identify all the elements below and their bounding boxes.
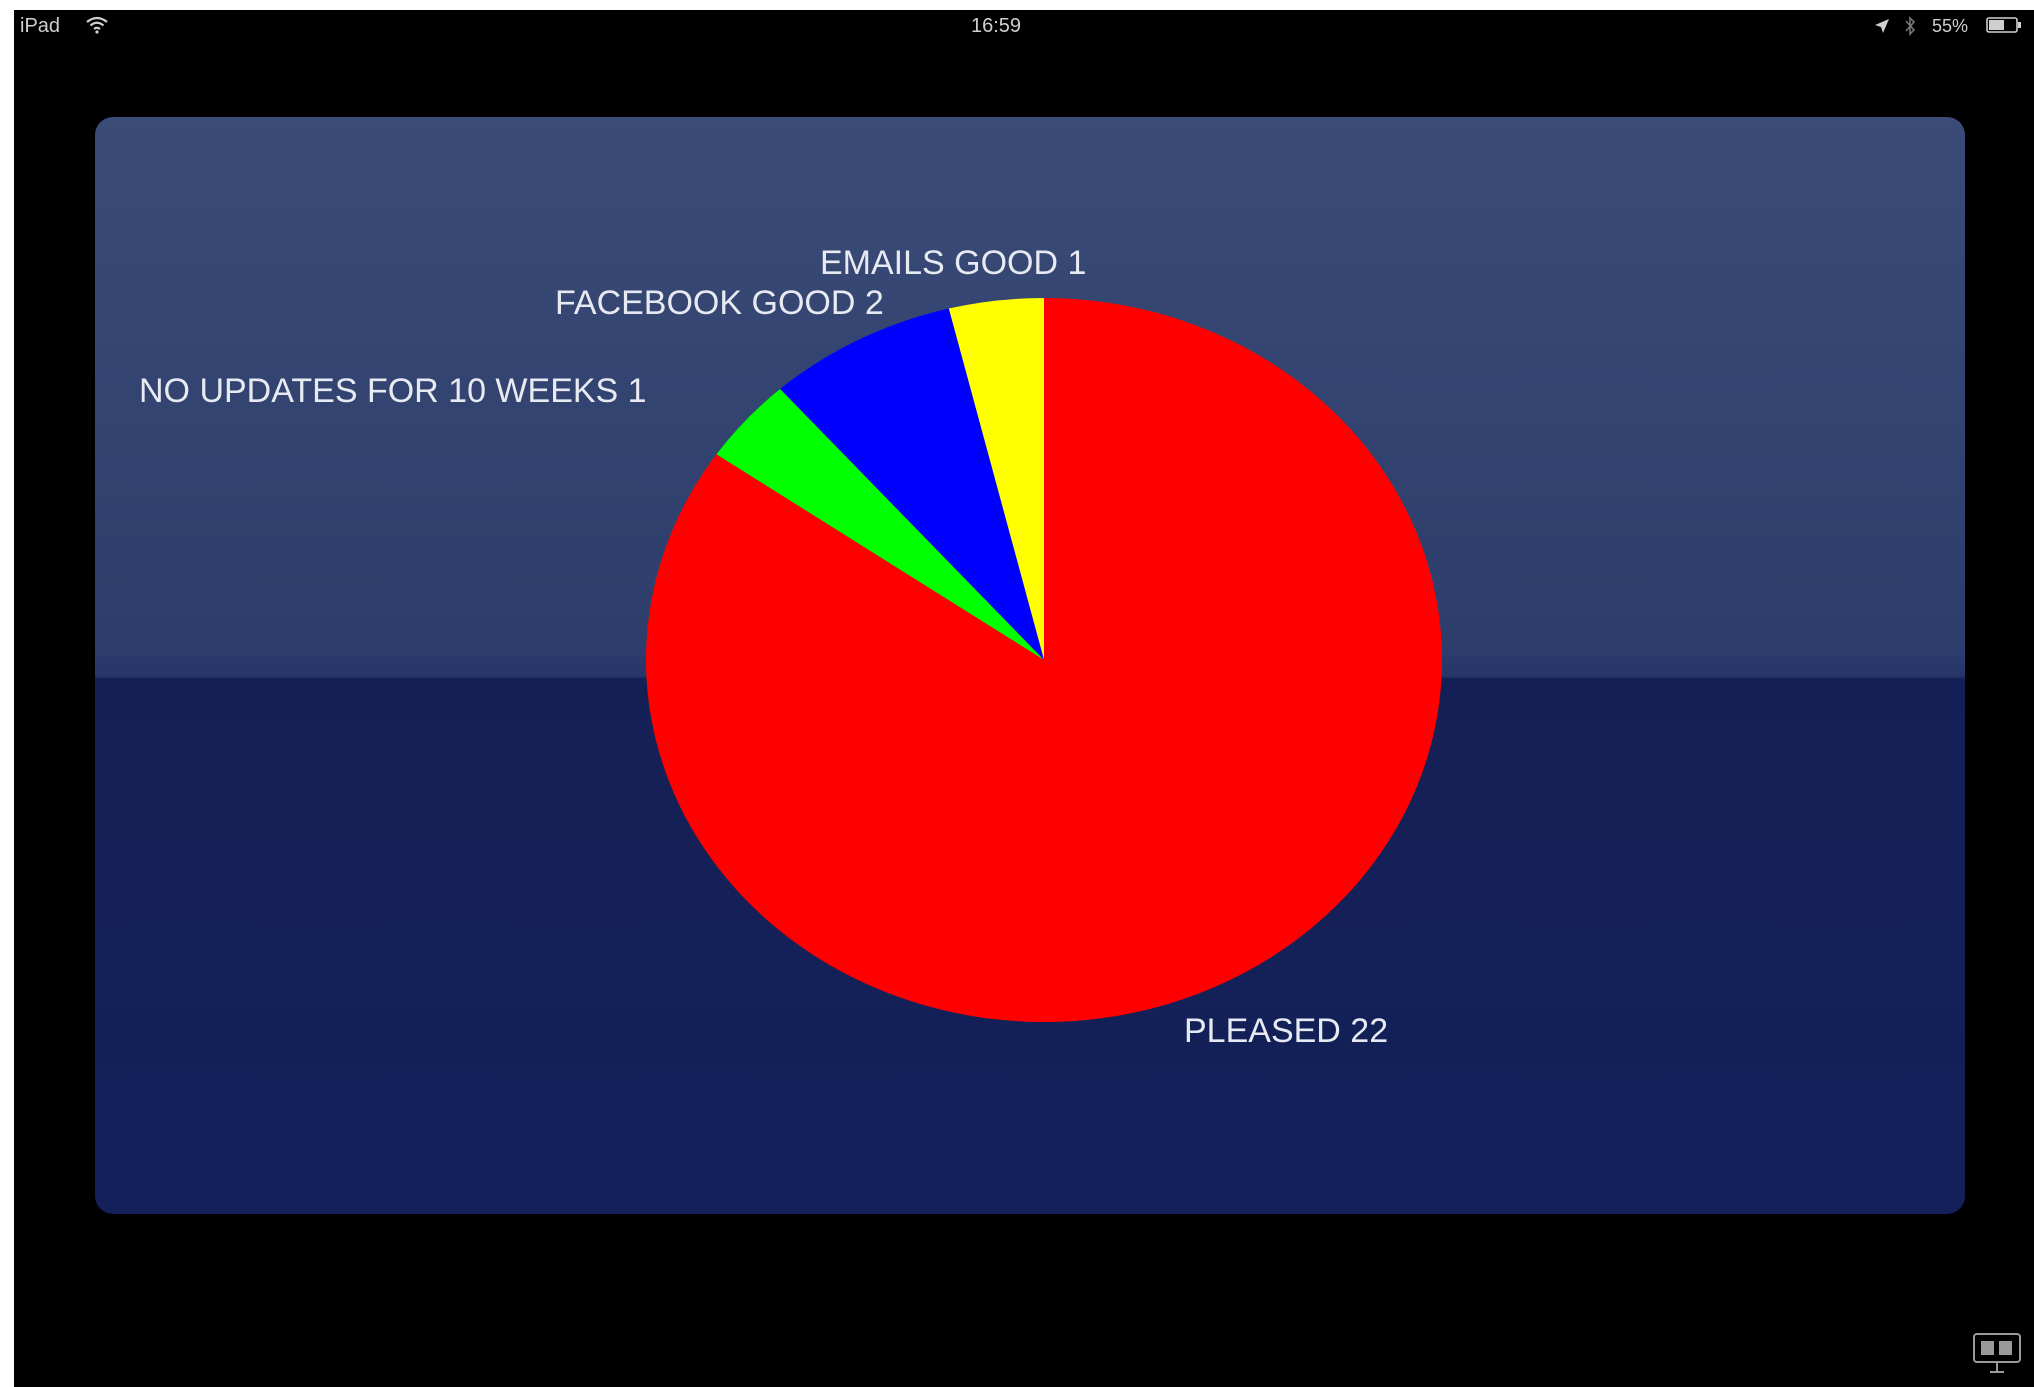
projector-icon[interactable]	[1972, 1328, 2024, 1381]
pie-slices	[645, 298, 1442, 1023]
slice-label-no-updates: NO UPDATES FOR 10 WEEKS 1	[139, 372, 647, 410]
battery-icon	[1986, 17, 2022, 38]
chart-panel: EMAILS GOOD 1 FACEBOOK GOOD 2 NO UPDATES…	[95, 117, 1965, 1214]
status-carrier: iPad	[20, 15, 61, 37]
pie-slice-noupdates	[716, 389, 1044, 660]
slice-label-pleased: PLEASED 22	[1184, 1012, 1388, 1050]
pie-slice-facebook	[780, 308, 1044, 660]
pie-slice-pleased	[645, 298, 1442, 1023]
wifi-icon	[86, 16, 108, 39]
ipad-screen: iPad 16:59 55% EMAILS GOOD 1 FACEBOOK	[14, 10, 2034, 1387]
slice-label-facebook-good: FACEBOOK GOOD 2	[555, 284, 884, 322]
pie-chart: EMAILS GOOD 1 FACEBOOK GOOD 2 NO UPDATES…	[139, 244, 1442, 1050]
location-icon	[1874, 18, 1890, 39]
pie-slice-emails	[948, 298, 1044, 660]
status-time: 16:59	[970, 15, 1022, 37]
bluetooth-icon	[1904, 16, 1916, 41]
battery-percentage: 55%	[1932, 16, 1969, 36]
slice-label-emails-good: EMAILS GOOD 1	[820, 244, 1086, 282]
